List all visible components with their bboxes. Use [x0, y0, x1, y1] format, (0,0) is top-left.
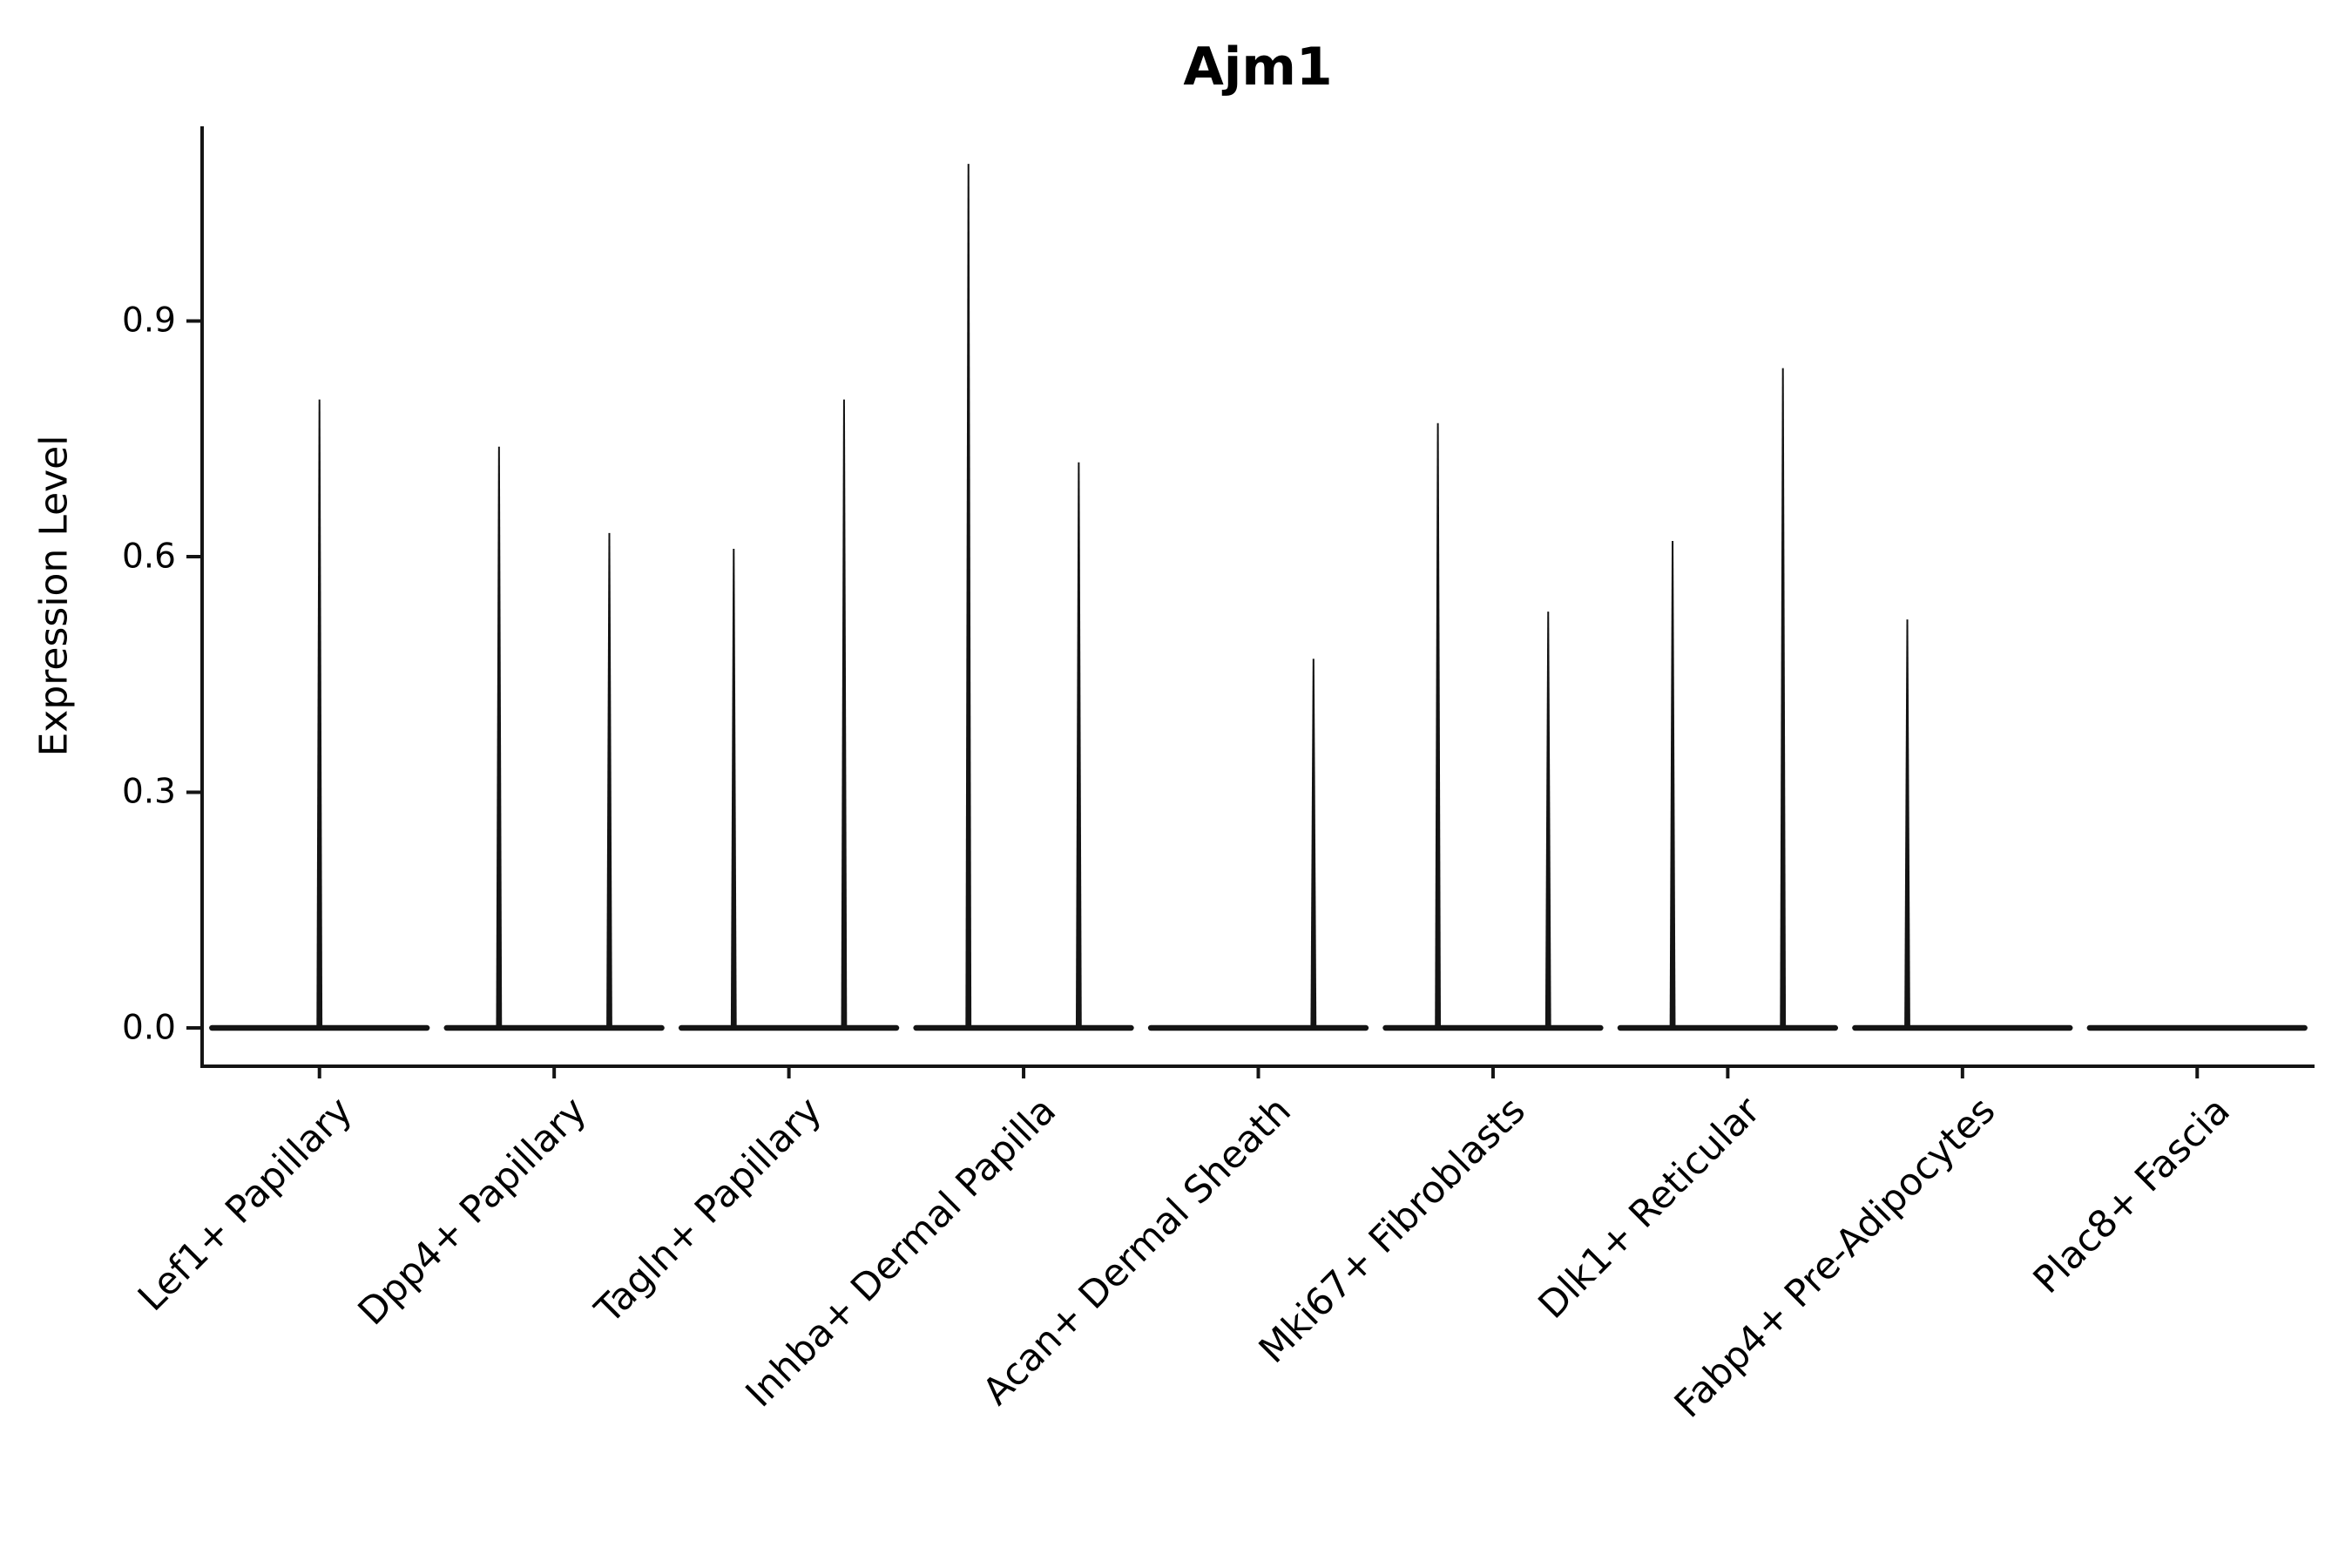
violin-spike — [841, 399, 848, 1028]
violin-spike — [1310, 659, 1317, 1028]
violin-base — [1147, 1024, 1369, 1031]
y-tick-label: 0.0 — [121, 1008, 176, 1048]
y-tick-label: 0.9 — [121, 301, 176, 341]
violin-spike — [496, 446, 503, 1028]
violin-spike — [730, 548, 737, 1028]
violin-spike — [1780, 368, 1787, 1028]
y-axis-label: Expression Level — [31, 435, 77, 757]
violin-base — [913, 1024, 1134, 1031]
violin-spike — [1544, 612, 1551, 1028]
y-tick-label: 0.6 — [121, 537, 176, 577]
violin-base — [1852, 1024, 2073, 1031]
violin-base — [2086, 1024, 2308, 1031]
y-tick-label: 0.3 — [121, 772, 176, 812]
violin-spike — [1904, 619, 1910, 1028]
violin-spike — [1669, 540, 1676, 1028]
violin-spike — [316, 399, 323, 1028]
violin-base — [678, 1024, 900, 1031]
chart-title: Ajm1 — [1183, 37, 1333, 98]
violin-spike — [1435, 422, 1442, 1028]
violin-spike — [965, 164, 972, 1028]
violin-spike — [606, 532, 612, 1028]
violin-base — [443, 1024, 665, 1031]
violin-base — [1382, 1024, 1604, 1031]
violin-base — [1617, 1024, 1839, 1031]
violin-spike — [1075, 462, 1082, 1028]
